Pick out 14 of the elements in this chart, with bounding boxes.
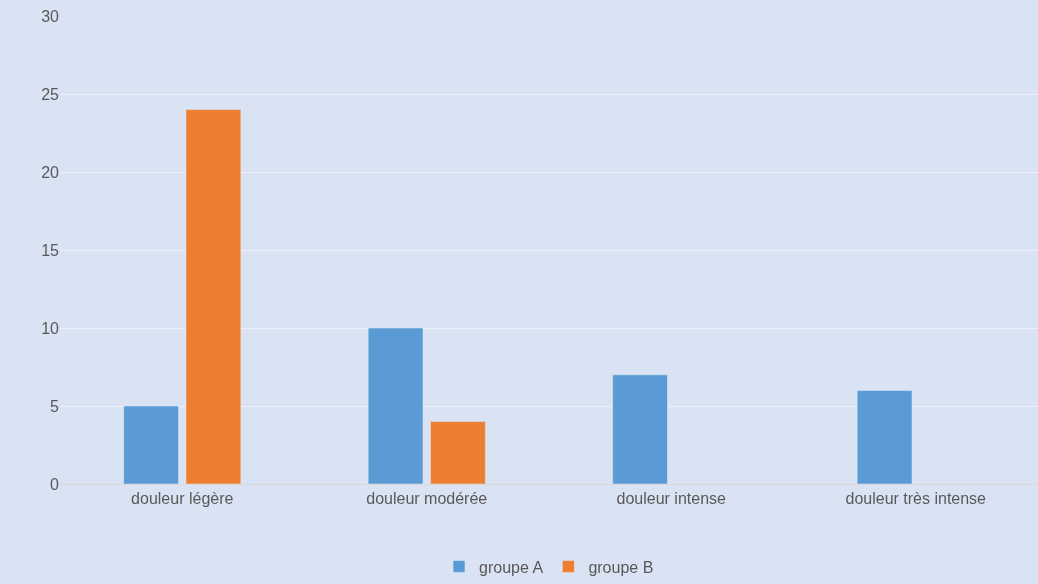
y-tick-label: 30	[41, 7, 60, 25]
y-tick-label: 20	[41, 163, 60, 181]
x-tick-label: douleur très intense	[845, 490, 987, 508]
y-tick-label: 25	[41, 85, 60, 103]
y-tick-label: 0	[50, 475, 60, 493]
y-tick-label: 15	[41, 241, 60, 259]
y-tick-label: 10	[41, 319, 60, 337]
x-tick-label: douleur intense	[616, 490, 727, 508]
legend-label: groupe B	[588, 558, 654, 576]
legend-label: groupe A	[479, 558, 544, 576]
y-tick-label: 5	[50, 397, 60, 415]
x-tick-label: douleur modérée	[366, 490, 488, 508]
bar	[430, 421, 486, 484]
x-tick-label: douleur légère	[131, 490, 234, 508]
